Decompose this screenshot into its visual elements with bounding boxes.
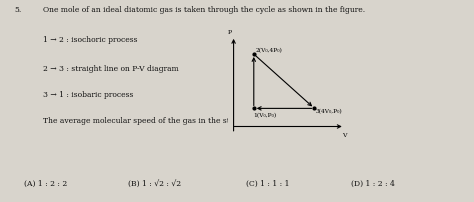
Text: (D) 1 : 2 : 4: (D) 1 : 2 : 4 (351, 180, 395, 188)
Text: 2 → 3 : straight line on P-V diagram: 2 → 3 : straight line on P-V diagram (43, 65, 178, 73)
Text: One mole of an ideal diatomic gas is taken through the cycle as shown in the fig: One mole of an ideal diatomic gas is tak… (43, 6, 365, 14)
Text: (A) 1 : 2 : 2: (A) 1 : 2 : 2 (24, 180, 67, 188)
Text: 3(4V₀,P₀): 3(4V₀,P₀) (316, 109, 343, 114)
Text: 1(V₀,P₀): 1(V₀,P₀) (253, 114, 276, 119)
Text: 1 → 2 : isochoric process: 1 → 2 : isochoric process (43, 36, 137, 44)
Text: (C) 1 : 1 : 1: (C) 1 : 1 : 1 (246, 180, 290, 188)
Text: (B) 1 : √2 : √2: (B) 1 : √2 : √2 (128, 180, 181, 188)
Text: 3 → 1 : isobaric process: 3 → 1 : isobaric process (43, 91, 133, 99)
Text: 2(V₀,4P₀): 2(V₀,4P₀) (255, 48, 283, 53)
Text: 5.: 5. (14, 6, 21, 14)
Text: P: P (228, 30, 232, 35)
Text: The average molecular speed of the gas in the states 1, 2 and 3 are in the ratio: The average molecular speed of the gas i… (43, 117, 346, 125)
Text: V: V (342, 133, 347, 138)
